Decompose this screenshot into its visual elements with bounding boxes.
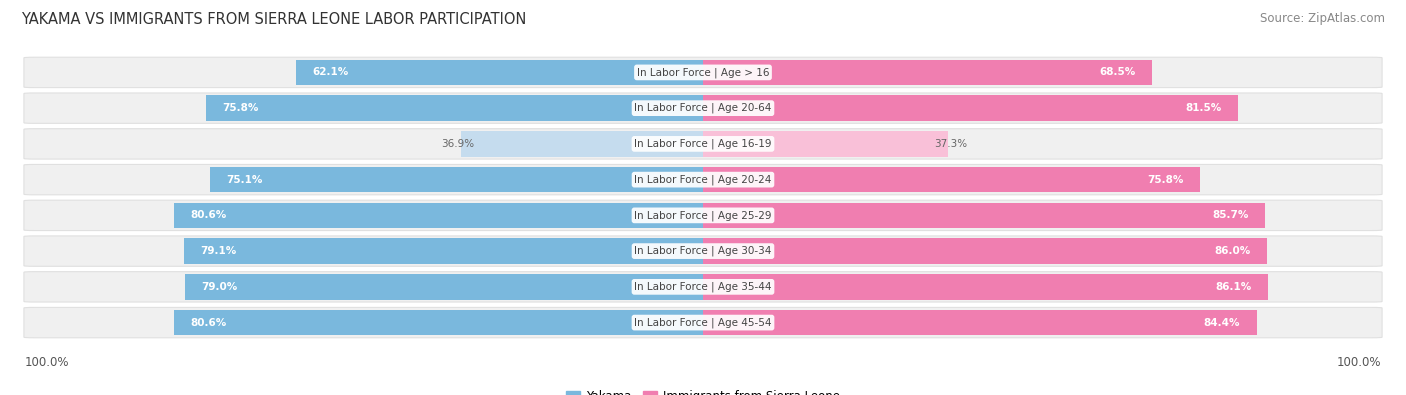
Text: 81.5%: 81.5% <box>1185 103 1222 113</box>
Text: 79.1%: 79.1% <box>201 246 236 256</box>
FancyBboxPatch shape <box>24 236 1382 266</box>
Text: In Labor Force | Age 20-64: In Labor Force | Age 20-64 <box>634 103 772 113</box>
FancyBboxPatch shape <box>24 200 1382 231</box>
Text: In Labor Force | Age 20-24: In Labor Force | Age 20-24 <box>634 174 772 185</box>
Text: In Labor Force | Age 45-54: In Labor Force | Age 45-54 <box>634 317 772 328</box>
Text: YAKAMA VS IMMIGRANTS FROM SIERRA LEONE LABOR PARTICIPATION: YAKAMA VS IMMIGRANTS FROM SIERRA LEONE L… <box>21 12 526 27</box>
Bar <box>174 310 703 335</box>
Text: 80.6%: 80.6% <box>191 318 226 327</box>
Bar <box>295 60 703 85</box>
Text: 75.8%: 75.8% <box>222 103 259 113</box>
Bar <box>184 274 703 300</box>
FancyBboxPatch shape <box>24 57 1382 88</box>
Bar <box>703 131 948 157</box>
Bar <box>703 274 1268 300</box>
Text: Source: ZipAtlas.com: Source: ZipAtlas.com <box>1260 12 1385 25</box>
FancyBboxPatch shape <box>24 93 1382 123</box>
FancyBboxPatch shape <box>24 164 1382 195</box>
Text: 85.7%: 85.7% <box>1212 211 1249 220</box>
Text: 37.3%: 37.3% <box>935 139 967 149</box>
FancyBboxPatch shape <box>24 129 1382 159</box>
Text: 86.0%: 86.0% <box>1215 246 1251 256</box>
Text: 84.4%: 84.4% <box>1204 318 1240 327</box>
Text: In Labor Force | Age 25-29: In Labor Force | Age 25-29 <box>634 210 772 221</box>
Text: 75.1%: 75.1% <box>226 175 263 184</box>
Bar <box>703 310 1257 335</box>
Text: 80.6%: 80.6% <box>191 211 226 220</box>
FancyBboxPatch shape <box>24 272 1382 302</box>
Text: 68.5%: 68.5% <box>1099 68 1136 77</box>
Text: In Labor Force | Age 16-19: In Labor Force | Age 16-19 <box>634 139 772 149</box>
Text: 79.0%: 79.0% <box>201 282 238 292</box>
Bar <box>211 167 703 192</box>
Bar <box>184 238 703 264</box>
Text: 62.1%: 62.1% <box>312 68 349 77</box>
Bar <box>703 95 1237 121</box>
Bar <box>205 95 703 121</box>
Text: In Labor Force | Age > 16: In Labor Force | Age > 16 <box>637 67 769 78</box>
Text: In Labor Force | Age 35-44: In Labor Force | Age 35-44 <box>634 282 772 292</box>
Legend: Yakama, Immigrants from Sierra Leone: Yakama, Immigrants from Sierra Leone <box>561 385 845 395</box>
Text: In Labor Force | Age 30-34: In Labor Force | Age 30-34 <box>634 246 772 256</box>
Text: 75.8%: 75.8% <box>1147 175 1184 184</box>
Text: 86.1%: 86.1% <box>1215 282 1251 292</box>
Bar <box>703 167 1201 192</box>
Bar <box>703 60 1153 85</box>
Bar <box>174 203 703 228</box>
FancyBboxPatch shape <box>24 307 1382 338</box>
Text: 36.9%: 36.9% <box>441 139 474 149</box>
Bar <box>703 238 1267 264</box>
Bar <box>703 203 1265 228</box>
Bar <box>461 131 703 157</box>
